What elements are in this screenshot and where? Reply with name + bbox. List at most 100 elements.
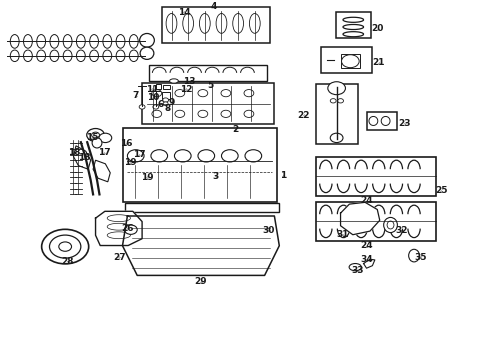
Text: 1: 1 (280, 171, 286, 180)
Ellipse shape (37, 50, 46, 62)
Circle shape (87, 129, 104, 141)
Ellipse shape (129, 50, 138, 62)
Ellipse shape (63, 50, 72, 62)
Bar (341, 54, 360, 68)
Bar (316, 84, 358, 144)
Circle shape (221, 90, 231, 97)
Ellipse shape (63, 35, 72, 48)
Circle shape (153, 105, 159, 109)
Ellipse shape (116, 50, 125, 62)
Circle shape (175, 90, 185, 97)
Text: 10: 10 (147, 94, 160, 102)
Text: 29: 29 (195, 277, 207, 286)
Circle shape (152, 110, 162, 117)
Text: 2: 2 (232, 125, 238, 134)
Text: 30: 30 (262, 226, 275, 235)
Bar (163, 85, 170, 89)
Circle shape (42, 229, 89, 264)
Text: 11: 11 (146, 85, 159, 94)
Text: 33: 33 (351, 266, 364, 275)
Ellipse shape (129, 35, 138, 48)
Ellipse shape (37, 35, 46, 48)
Polygon shape (341, 202, 380, 235)
Ellipse shape (233, 13, 244, 33)
Bar (156, 84, 161, 89)
Ellipse shape (140, 47, 154, 59)
Circle shape (330, 133, 343, 143)
Bar (142, 83, 274, 124)
Bar (367, 112, 397, 130)
Ellipse shape (170, 79, 178, 83)
Text: 18: 18 (68, 148, 80, 157)
Ellipse shape (103, 50, 112, 62)
Circle shape (198, 150, 215, 162)
Bar (336, 12, 371, 38)
Text: 15: 15 (86, 133, 98, 142)
Circle shape (175, 110, 185, 117)
Text: 14: 14 (178, 8, 191, 17)
Text: 21: 21 (372, 58, 385, 67)
Ellipse shape (50, 50, 59, 62)
Text: 17: 17 (98, 148, 111, 157)
Text: 16: 16 (120, 139, 133, 148)
Circle shape (244, 110, 254, 117)
Polygon shape (74, 146, 91, 169)
Text: 18: 18 (78, 153, 91, 162)
Ellipse shape (140, 33, 154, 47)
Text: 31: 31 (337, 230, 349, 239)
Text: 7: 7 (132, 91, 139, 100)
Ellipse shape (103, 35, 112, 48)
Circle shape (151, 150, 168, 162)
Ellipse shape (24, 35, 32, 48)
Text: 24: 24 (360, 197, 373, 205)
Text: 4: 4 (210, 2, 217, 11)
Text: 9: 9 (168, 99, 175, 108)
Circle shape (338, 99, 343, 103)
Text: 12: 12 (180, 85, 193, 94)
Circle shape (163, 102, 168, 105)
Circle shape (127, 150, 144, 162)
Polygon shape (364, 259, 375, 268)
Circle shape (244, 90, 254, 97)
Ellipse shape (384, 217, 397, 233)
Circle shape (221, 150, 238, 162)
Ellipse shape (166, 13, 177, 33)
Circle shape (330, 99, 336, 103)
Text: 28: 28 (61, 256, 74, 265)
Text: 22: 22 (297, 111, 310, 120)
Bar (316, 157, 436, 196)
Circle shape (198, 90, 208, 97)
Circle shape (59, 242, 72, 251)
Ellipse shape (349, 264, 362, 271)
Bar (149, 65, 267, 81)
Circle shape (139, 105, 145, 109)
Circle shape (245, 150, 262, 162)
Circle shape (92, 132, 99, 138)
Text: 20: 20 (371, 24, 384, 33)
Text: 35: 35 (414, 253, 427, 262)
Text: 19: 19 (141, 173, 153, 181)
Ellipse shape (199, 13, 210, 33)
Text: 24: 24 (360, 241, 373, 250)
Ellipse shape (76, 50, 85, 62)
Bar (162, 92, 170, 99)
Ellipse shape (90, 35, 98, 48)
Circle shape (152, 90, 162, 97)
Text: 13: 13 (183, 77, 196, 86)
Ellipse shape (216, 13, 227, 33)
Polygon shape (93, 160, 110, 182)
Circle shape (328, 82, 345, 95)
Text: 27: 27 (113, 253, 125, 261)
Ellipse shape (76, 35, 85, 48)
Text: 23: 23 (398, 119, 411, 128)
Text: 34: 34 (360, 256, 373, 264)
Polygon shape (122, 216, 279, 275)
Text: 17: 17 (133, 150, 146, 159)
Ellipse shape (92, 138, 102, 148)
Text: 32: 32 (395, 226, 408, 235)
Text: 5: 5 (208, 81, 214, 90)
Ellipse shape (24, 50, 32, 62)
Ellipse shape (10, 35, 19, 48)
Text: 8: 8 (165, 104, 171, 112)
Ellipse shape (183, 13, 194, 33)
